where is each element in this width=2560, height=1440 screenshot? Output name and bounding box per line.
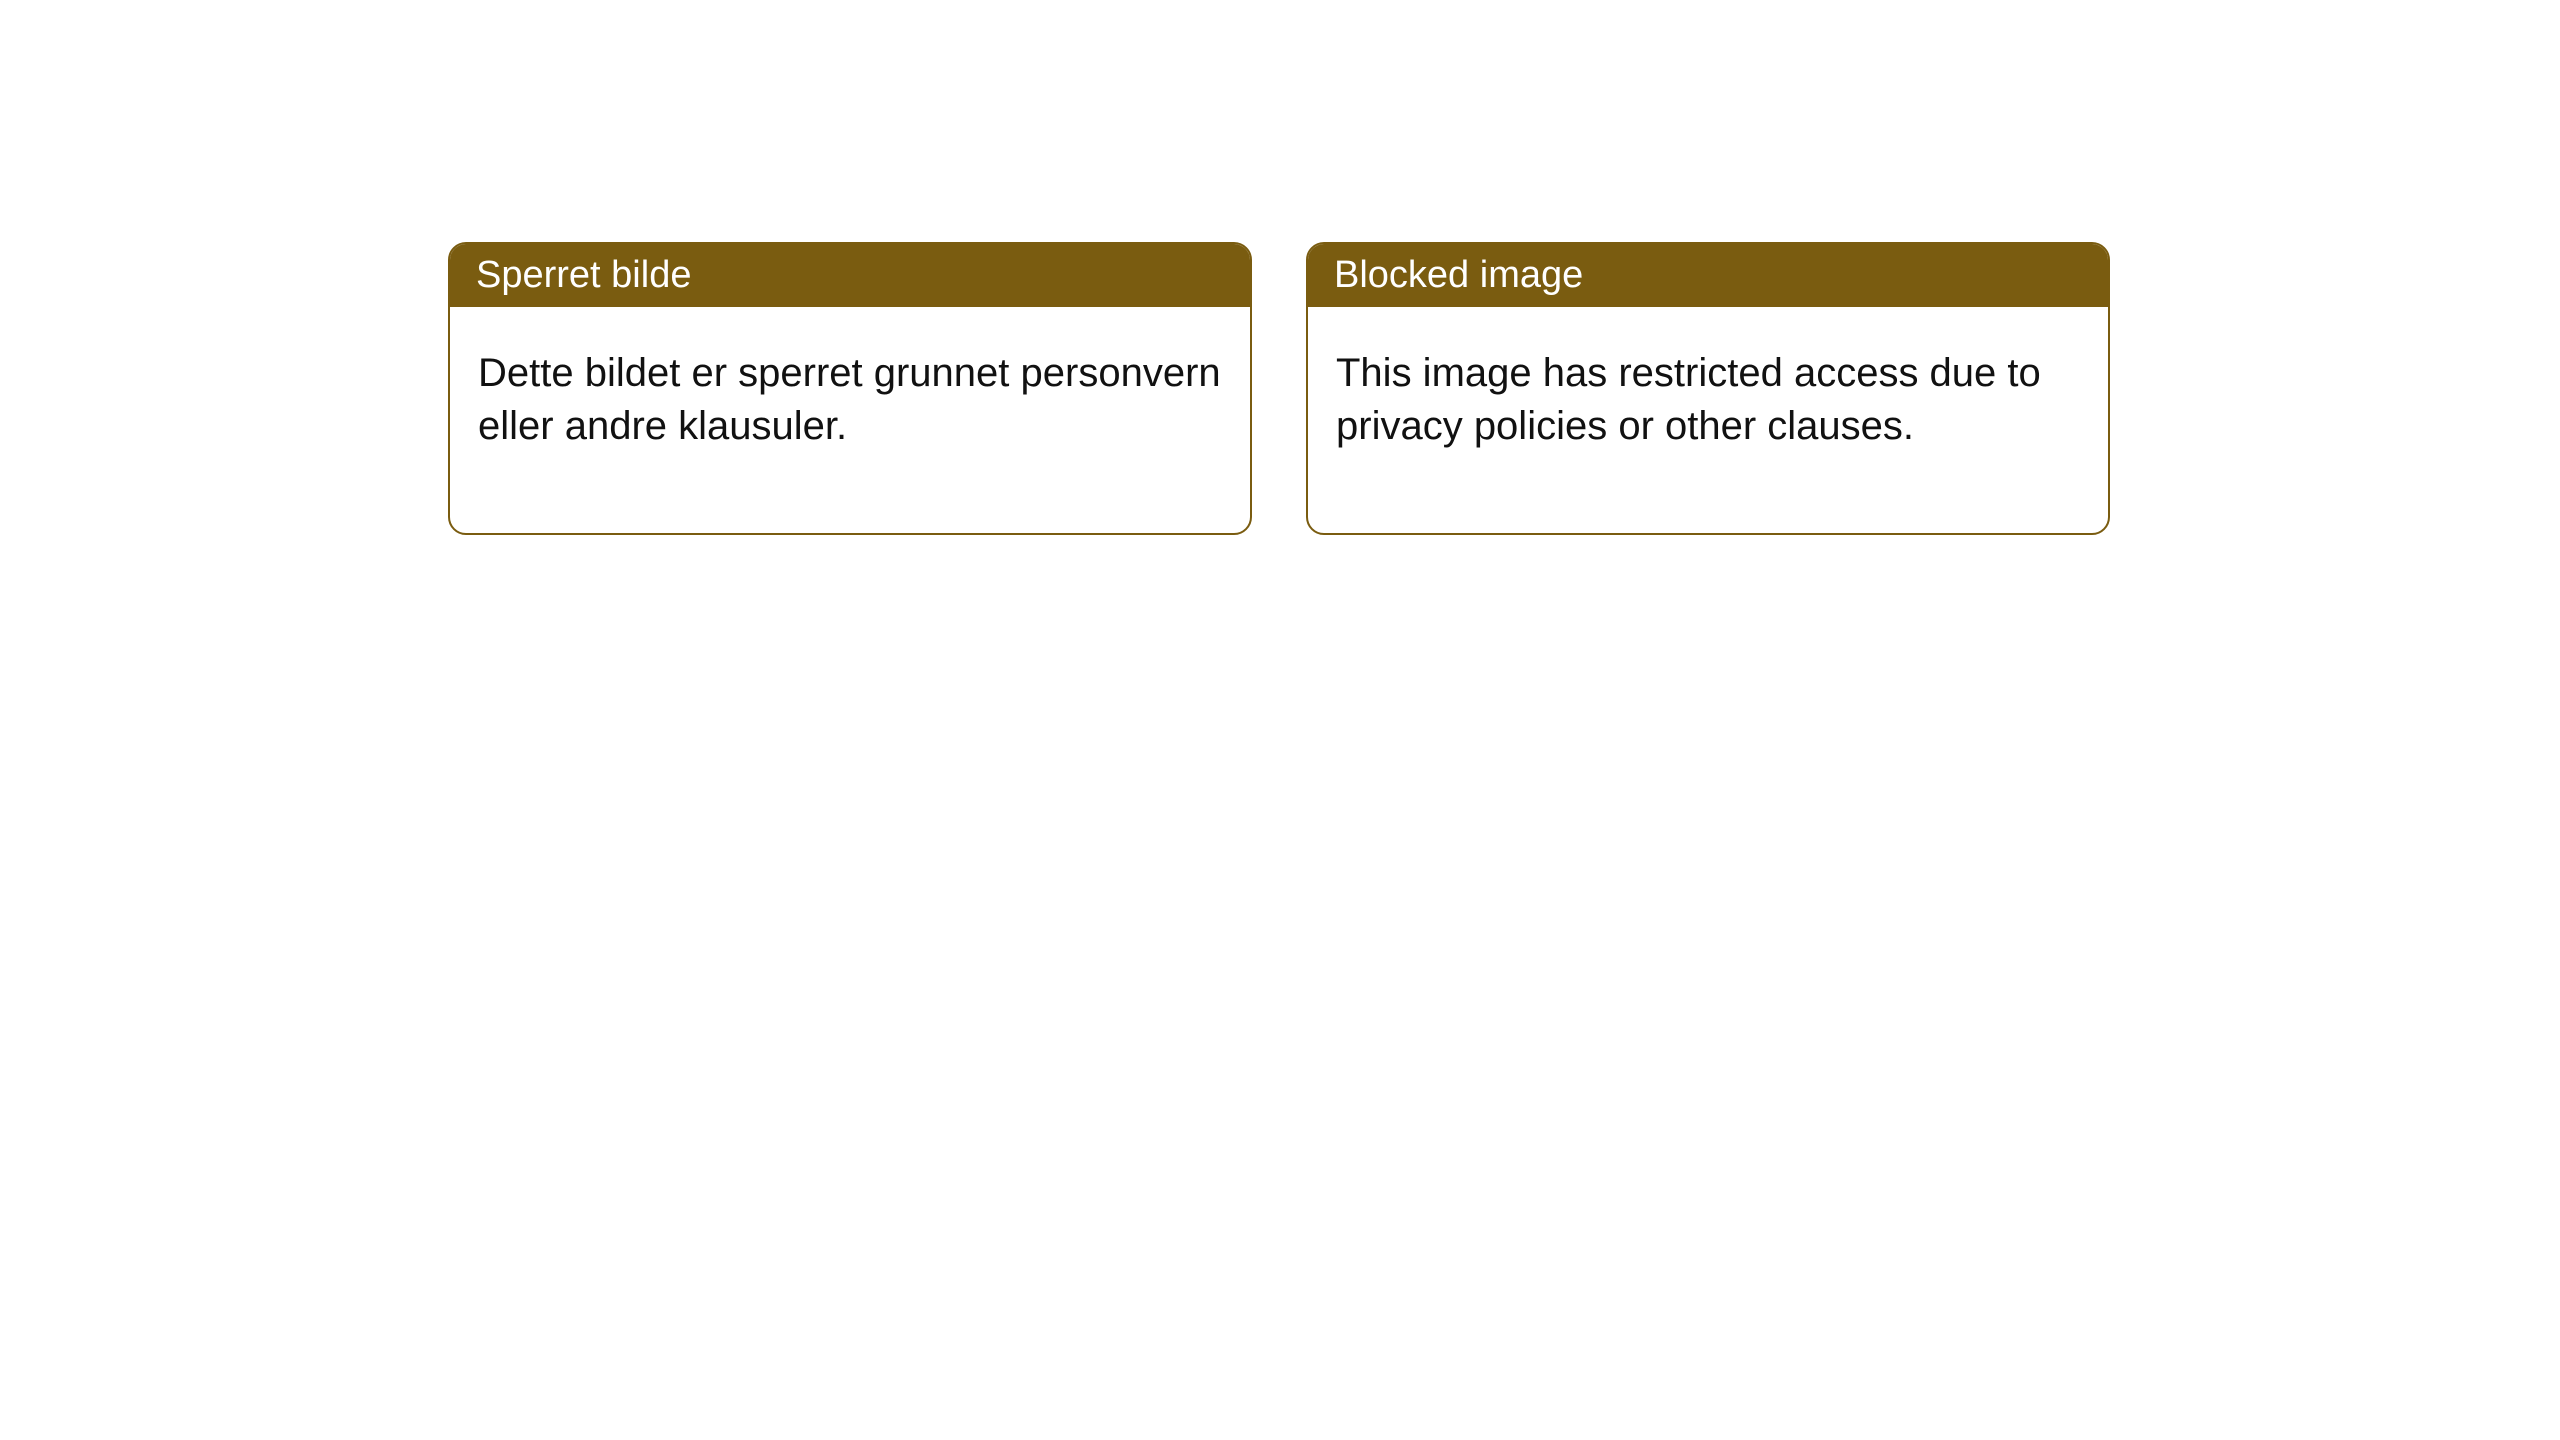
notice-card-norwegian: Sperret bilde Dette bildet er sperret gr…: [448, 242, 1252, 535]
notice-body: Dette bildet er sperret grunnet personve…: [450, 307, 1250, 533]
notice-title: Sperret bilde: [450, 244, 1250, 307]
notice-body: This image has restricted access due to …: [1308, 307, 2108, 533]
notice-container: Sperret bilde Dette bildet er sperret gr…: [0, 0, 2560, 535]
notice-card-english: Blocked image This image has restricted …: [1306, 242, 2110, 535]
notice-title: Blocked image: [1308, 244, 2108, 307]
